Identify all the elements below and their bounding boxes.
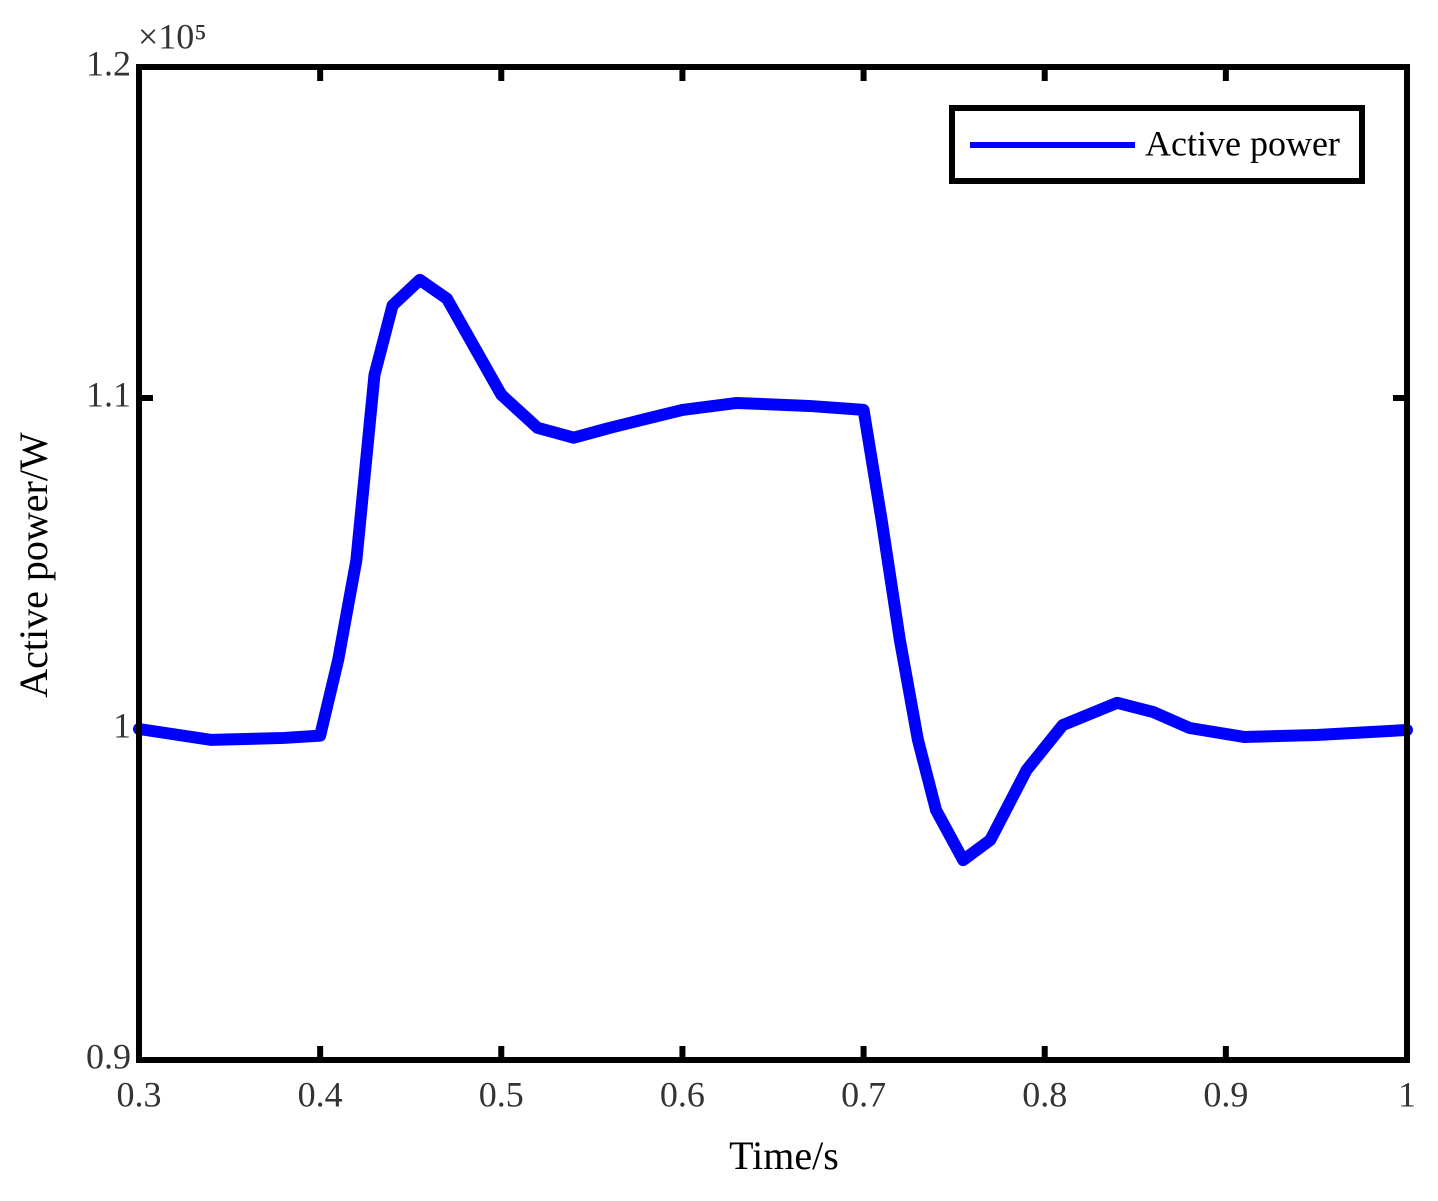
y-multiplier: ×10⁵ — [138, 16, 207, 56]
legend-label: Active power — [1145, 123, 1340, 163]
y-tick-label: 0.9 — [86, 1036, 131, 1076]
y-tick-label: 1.1 — [86, 374, 131, 414]
x-tick-label: 0.8 — [1022, 1074, 1067, 1114]
y-axis-title: Active power/W — [11, 432, 56, 698]
data-line — [133, 273, 1413, 867]
x-tick-label: 0.4 — [298, 1074, 343, 1114]
x-tick-label: 0.6 — [660, 1074, 705, 1114]
x-tick-label: 0.9 — [1203, 1074, 1248, 1114]
plot-frame — [136, 64, 1410, 1063]
x-tick-label: 0.7 — [841, 1074, 886, 1114]
x-tick-label: 0.3 — [117, 1074, 162, 1114]
x-axis-title: Time/s — [729, 1133, 839, 1178]
x-tick-label: 0.5 — [479, 1074, 524, 1114]
y-tick-label: 1.2 — [86, 43, 131, 83]
x-tick-label: 1 — [1398, 1074, 1416, 1114]
y-tick-label: 1 — [113, 705, 131, 745]
